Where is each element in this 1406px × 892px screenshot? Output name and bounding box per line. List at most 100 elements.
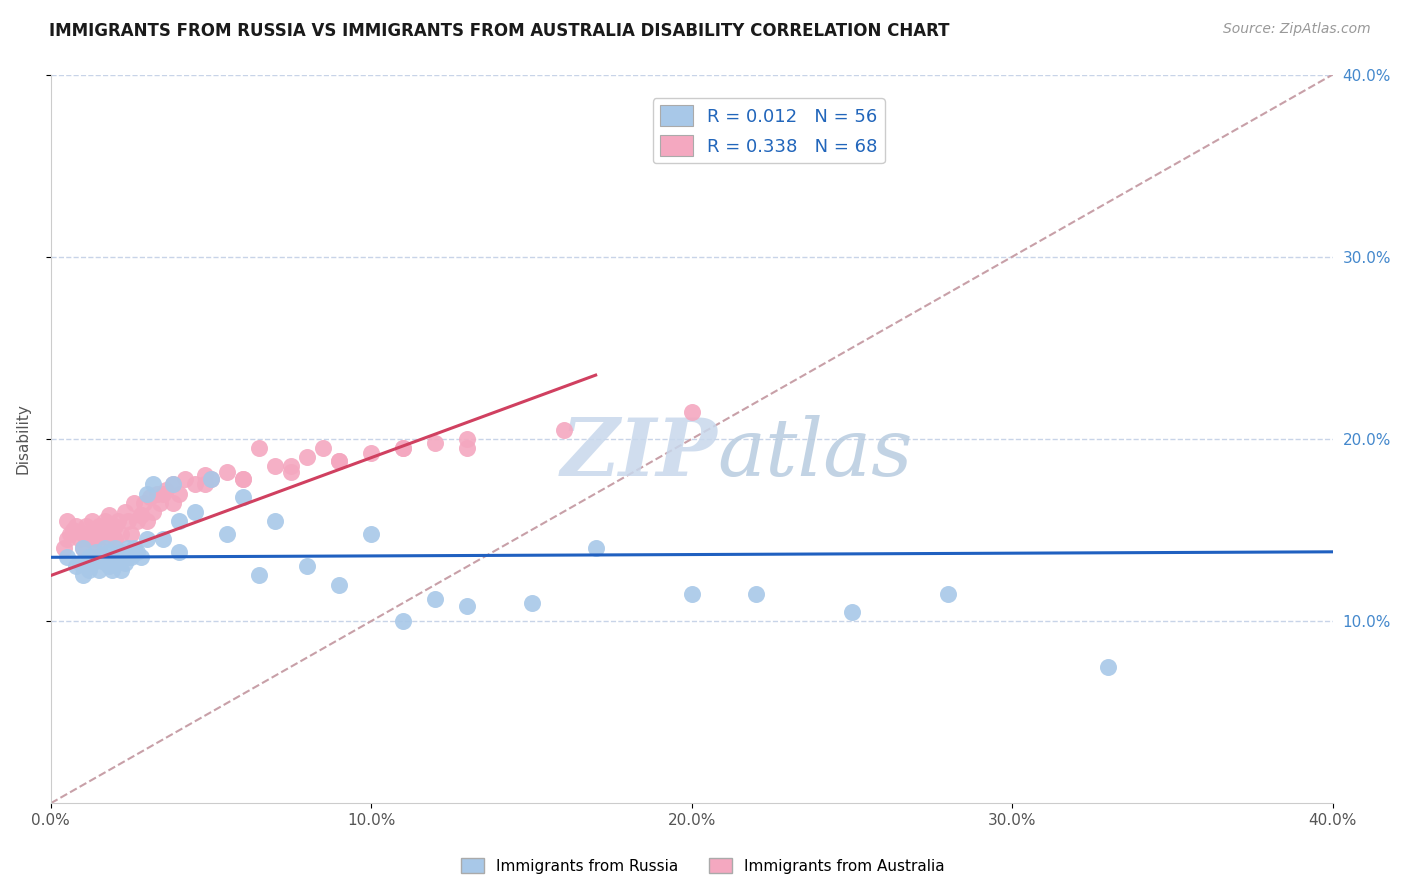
- Point: [100, 550, 122, 565]
- Point: [59, 526, 82, 541]
- Point: [167, 486, 190, 500]
- Point: [167, 514, 190, 528]
- Point: [745, 587, 768, 601]
- Text: atlas: atlas: [717, 415, 912, 492]
- Point: [129, 508, 152, 523]
- Point: [312, 441, 335, 455]
- Point: [97, 545, 120, 559]
- Point: [94, 541, 117, 556]
- Point: [184, 505, 207, 519]
- Point: [456, 599, 478, 614]
- Point: [56, 514, 79, 528]
- Point: [72, 526, 94, 541]
- Point: [200, 472, 222, 486]
- Point: [162, 477, 184, 491]
- Point: [91, 526, 114, 541]
- Point: [110, 563, 132, 577]
- Point: [142, 505, 165, 519]
- Point: [425, 592, 447, 607]
- Point: [585, 541, 607, 556]
- Point: [52, 541, 75, 556]
- Point: [425, 435, 447, 450]
- Point: [56, 550, 79, 565]
- Point: [264, 459, 287, 474]
- Point: [162, 477, 184, 491]
- Point: [129, 508, 152, 523]
- Point: [84, 550, 107, 565]
- Point: [87, 519, 110, 533]
- Point: [247, 568, 270, 582]
- Point: [217, 526, 239, 541]
- Point: [114, 505, 136, 519]
- Point: [56, 532, 79, 546]
- Point: [97, 532, 120, 546]
- Point: [360, 446, 382, 460]
- Point: [152, 532, 174, 546]
- Point: [142, 477, 165, 491]
- Point: [132, 495, 155, 509]
- Legend: Immigrants from Russia, Immigrants from Australia: Immigrants from Russia, Immigrants from …: [456, 852, 950, 880]
- Point: [247, 441, 270, 455]
- Point: [97, 508, 120, 523]
- Point: [129, 550, 152, 565]
- Point: [194, 477, 217, 491]
- Point: [107, 514, 129, 528]
- Text: IMMIGRANTS FROM RUSSIA VS IMMIGRANTS FROM AUSTRALIA DISABILITY CORRELATION CHART: IMMIGRANTS FROM RUSSIA VS IMMIGRANTS FRO…: [49, 22, 949, 40]
- Point: [184, 477, 207, 491]
- Point: [117, 514, 139, 528]
- Point: [75, 519, 97, 533]
- Point: [162, 495, 184, 509]
- Point: [936, 587, 959, 601]
- Point: [72, 541, 94, 556]
- Point: [84, 532, 107, 546]
- Point: [87, 550, 110, 565]
- Point: [91, 554, 114, 568]
- Point: [72, 568, 94, 582]
- Point: [360, 526, 382, 541]
- Point: [117, 550, 139, 565]
- Point: [120, 550, 142, 565]
- Point: [681, 587, 703, 601]
- Point: [110, 545, 132, 559]
- Point: [79, 550, 101, 565]
- Point: [79, 563, 101, 577]
- Point: [232, 472, 254, 486]
- Point: [69, 532, 91, 546]
- Point: [117, 541, 139, 556]
- Point: [155, 483, 177, 497]
- Point: [1097, 659, 1119, 673]
- Point: [69, 556, 91, 570]
- Y-axis label: Disability: Disability: [15, 403, 30, 475]
- Point: [280, 465, 302, 479]
- Point: [82, 514, 104, 528]
- Point: [107, 550, 129, 565]
- Point: [87, 541, 110, 556]
- Point: [553, 423, 575, 437]
- Point: [122, 495, 145, 509]
- Point: [217, 465, 239, 479]
- Point: [232, 490, 254, 504]
- Point: [681, 404, 703, 418]
- Point: [136, 514, 159, 528]
- Point: [84, 545, 107, 559]
- Point: [456, 432, 478, 446]
- Point: [194, 468, 217, 483]
- Point: [104, 541, 127, 556]
- Point: [328, 454, 350, 468]
- Point: [110, 526, 132, 541]
- Legend: R = 0.012   N = 56, R = 0.338   N = 68: R = 0.012 N = 56, R = 0.338 N = 68: [652, 98, 884, 163]
- Point: [127, 545, 149, 559]
- Point: [120, 526, 142, 541]
- Point: [328, 454, 350, 468]
- Text: ZIP: ZIP: [561, 415, 717, 492]
- Point: [328, 577, 350, 591]
- Point: [82, 526, 104, 541]
- Point: [297, 559, 319, 574]
- Point: [79, 526, 101, 541]
- Point: [232, 472, 254, 486]
- Point: [104, 519, 127, 533]
- Point: [82, 556, 104, 570]
- Point: [456, 441, 478, 455]
- Point: [136, 532, 159, 546]
- Point: [97, 559, 120, 574]
